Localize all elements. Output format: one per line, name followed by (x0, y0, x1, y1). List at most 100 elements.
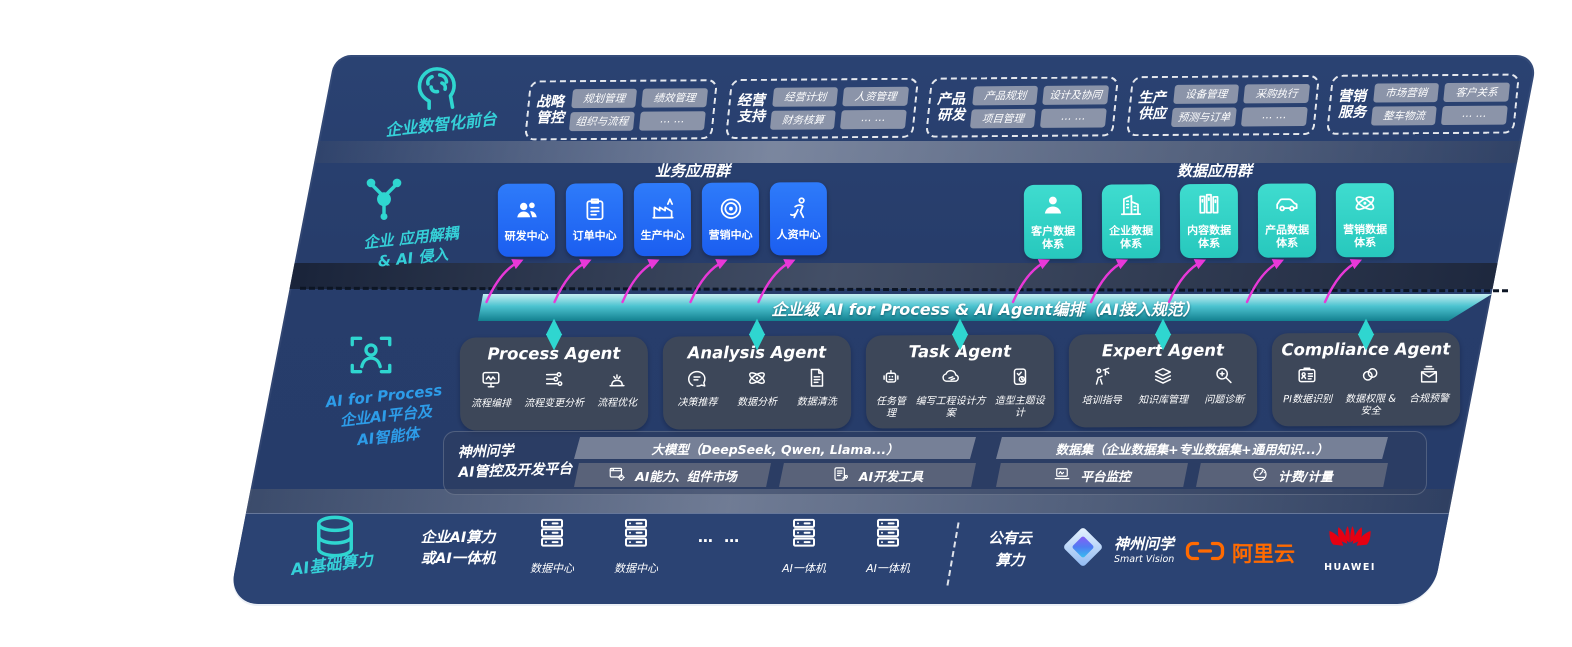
building-icon (1118, 192, 1144, 222)
smartvision-sub: Smart Vision (1114, 554, 1175, 565)
business-app-row: 研发中心 订单中心 生产中心 营销中心 人资中心 (497, 182, 828, 257)
capability: 问题诊断 (1204, 365, 1244, 407)
capability-label: 流程优化 (597, 397, 638, 409)
module-chip: 设计及协同 (1042, 85, 1109, 105)
data-app-row: 客户数据 体系 企业数据 体系 内容数据 体系 产品数据 体系 营销数据 体系 (1023, 183, 1395, 259)
module-chip: … … (839, 109, 906, 130)
agent-title: Process Agent (487, 343, 621, 364)
compute-node: 数据中心 (608, 516, 664, 576)
users-icon (513, 197, 539, 227)
doc-tool-icon (832, 465, 850, 486)
group-modules: 经营计划 人资管理 财务核算… … (769, 86, 909, 130)
module-chip: 绩效管理 (641, 88, 708, 108)
front-office-group: 战略 管控 规划管理 绩效管理 组织与流程… … (524, 79, 718, 141)
platform-tool: 计费/计量 (1196, 463, 1388, 487)
app-box-label: 人资中心 (776, 228, 821, 242)
compute-left-title: 企业AI算力 或AI一体机 (420, 530, 496, 568)
smartvision-name: 神州问学 (1114, 535, 1175, 553)
capability: 合规预警 (1409, 363, 1449, 405)
front-office-group: 营销 服务 市场营销 客户关系 整车物流… … (1326, 73, 1520, 135)
atom-icon (1352, 190, 1378, 220)
server-icon (621, 516, 651, 554)
decision-chat-icon (686, 367, 708, 393)
server-icon (873, 516, 903, 554)
training-icon (1091, 365, 1113, 391)
capability-label: 合规预警 (1409, 393, 1450, 405)
agent-title: Expert Agent (1101, 340, 1224, 361)
capability-label: 问题诊断 (1204, 394, 1245, 406)
platform-tool: 平台监控 (996, 463, 1188, 487)
agent-capabilities: 决策推荐 数据分析 数据清洗 (669, 367, 845, 409)
robot-task-icon (880, 366, 902, 392)
link-circles-icon (1359, 364, 1381, 390)
platform-tool-label: AI能力、组件市场 (635, 468, 737, 484)
ellipsis-icon: … … (697, 528, 743, 546)
agent-title: Task Agent (908, 341, 1012, 362)
layers-icon (1152, 365, 1174, 391)
flow-sliders-icon (543, 368, 565, 394)
data-box-label: 客户数据 体系 (1031, 225, 1076, 251)
platform-tool: AI能力、组件市场 (574, 463, 771, 487)
person-run-icon (785, 195, 811, 225)
data-box-label: 内容数据 体系 (1187, 224, 1232, 251)
capability: 编写工程设计方案 (913, 366, 989, 419)
platform-tool-label: 计费/计量 (1278, 468, 1333, 484)
module-chip: … … (1040, 108, 1107, 128)
agent-title: Analysis Agent (687, 342, 827, 363)
capability-label: 数据清洗 (796, 396, 837, 408)
data-box-label: 产品数据 体系 (1265, 223, 1310, 250)
laptop-icon (1053, 465, 1071, 486)
capability-label: 任务管理 (875, 396, 907, 419)
capability: PI数据识别 (1283, 364, 1332, 406)
module-chip: 经营计划 (771, 87, 838, 107)
group-modules: 设备管理 采购执行 预测与订单… … (1170, 83, 1310, 127)
platform-tool-label: 平台监控 (1080, 468, 1131, 484)
group-title: 营销 服务 (1338, 88, 1367, 121)
business-app-box: 研发中心 (497, 183, 556, 257)
data-box-label: 企业数据 体系 (1109, 224, 1154, 251)
layer-dashed-divider (299, 286, 1509, 293)
compute-node-label: AI一体机 (782, 562, 826, 575)
capability-label: 流程变更分析 (524, 397, 585, 410)
id-card-icon (1296, 364, 1318, 390)
person-icon (1040, 192, 1066, 222)
data-app-box: 企业数据 体系 (1101, 184, 1161, 259)
alibaba-cloud-name: 阿里云 (1232, 542, 1295, 566)
agent-card: Process Agent 流程编排 流程变更分析 (459, 336, 649, 431)
platform-tool-label: AI开发工具 (858, 468, 924, 484)
compute-nodes: 数据中心 数据中心 … … AI一体机 AI一体机 (524, 516, 916, 576)
agent-title: Compliance Agent (1281, 339, 1451, 360)
business-app-box: 生产中心 (633, 182, 692, 257)
optimize-icon (606, 368, 628, 394)
agent-row: Process Agent 流程编排 流程变更分析 (459, 332, 1461, 431)
business-app-box: 订单中心 (565, 183, 624, 257)
factory-icon (649, 196, 675, 226)
app-layer-label: 企业 应用解耦 & AI 侵入 (362, 224, 460, 271)
model-group: 大模型（DeepSeek, Qwen, Llama...） AI能力、组件市场 … (574, 437, 976, 487)
module-chip: 采购执行 (1243, 83, 1310, 104)
platform-panel: 神州问学 AI管控及开发平台 大模型（DeepSeek, Qwen, Llama… (443, 431, 1427, 495)
capability-label: 数据分析 (737, 396, 778, 409)
business-app-box: 人资中心 (769, 182, 828, 256)
agent-card: Analysis Agent 决策推荐 数据分析 (662, 335, 852, 430)
data-app-box: 内容数据 体系 (1179, 183, 1239, 259)
agent-capabilities: 培训指导 知识库管理 问题诊断 (1075, 364, 1251, 406)
data-app-box: 产品数据 体系 (1257, 183, 1317, 258)
columns-icon (1196, 191, 1222, 221)
group-modules: 产品规划 设计及协同 项目管理… … (970, 85, 1109, 129)
capability-label: 决策推荐 (677, 397, 718, 409)
capability: 决策推荐 (677, 367, 717, 409)
target-icon (717, 196, 743, 226)
module-chip: 市场营销 (1373, 83, 1440, 103)
module-chip: 设备管理 (1172, 84, 1240, 104)
module-chip: … … (1241, 107, 1308, 127)
module-chip: 规划管理 (571, 88, 638, 109)
capability: 数据分析 (737, 367, 777, 409)
clipboard-icon (581, 196, 607, 226)
agent-card: Task Agent 任务管理 编写工程设计方案 (865, 334, 1055, 429)
capability: 知识库管理 (1138, 365, 1188, 407)
business-cluster-title: 业务应用群 (654, 162, 730, 180)
module-chip: 项目管理 (970, 108, 1037, 129)
module-chip: 客户关系 (1443, 82, 1511, 103)
capability: 流程编排 (471, 368, 511, 410)
